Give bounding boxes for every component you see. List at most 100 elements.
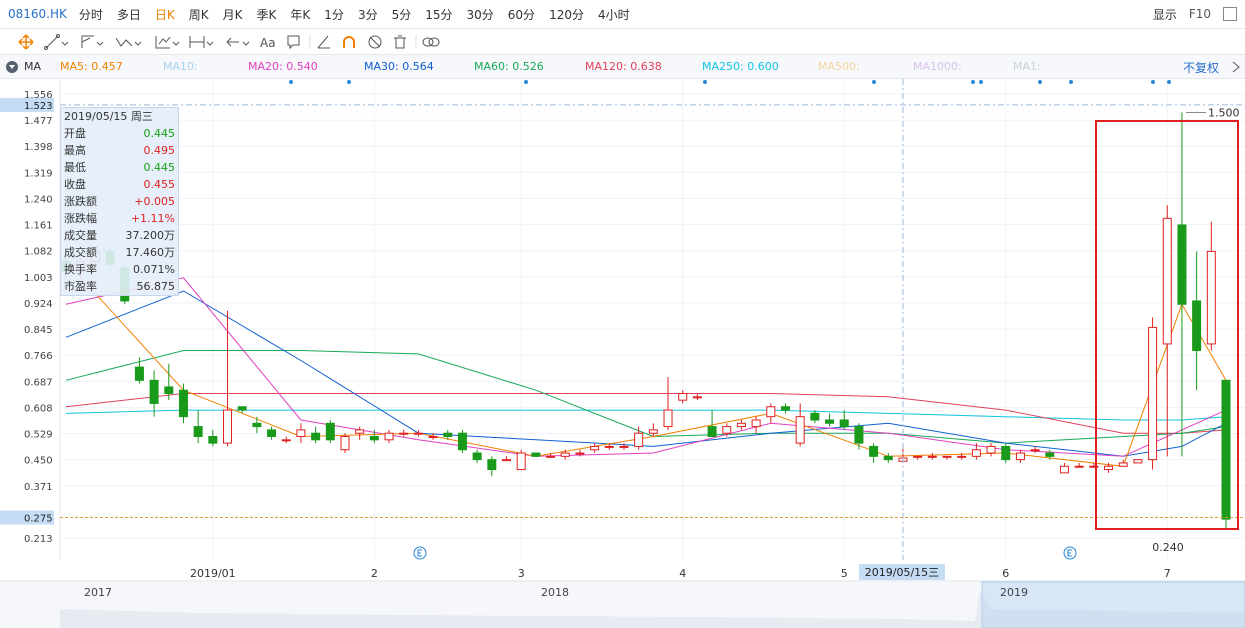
undo-tool[interactable] [226, 37, 250, 47]
period-tab[interactable]: 5分 [391, 7, 412, 22]
event-dot [872, 80, 876, 84]
info-value: 0.445 [143, 127, 176, 140]
candle-body [942, 455, 952, 458]
event-dot [703, 80, 707, 84]
candle-body [986, 445, 996, 454]
magnet-tool[interactable] [343, 36, 355, 48]
candle-body [531, 452, 541, 457]
move-tool[interactable] [18, 34, 34, 50]
ma-legend-item[interactable]: MA250: 0.600 [702, 60, 779, 73]
period-tab[interactable]: 30分 [466, 7, 494, 22]
candle-body [619, 445, 629, 448]
pen-tool[interactable] [317, 35, 330, 49]
symbol[interactable]: 08160.HK [8, 7, 67, 21]
ma-legend-item[interactable]: MA20: 0.540 [248, 60, 318, 73]
period-tab[interactable]: 周K [188, 7, 209, 22]
candle-body [854, 426, 864, 444]
candle-body [780, 406, 790, 411]
candle-body [1162, 217, 1172, 345]
ray-tool[interactable] [81, 35, 104, 48]
info-label: 开盘 [64, 127, 86, 140]
ma-legend-item[interactable]: MA5: 0.457 [60, 60, 123, 73]
candle-body [369, 436, 379, 441]
collapse-icon[interactable] [5, 60, 19, 74]
candle-body [913, 455, 923, 458]
candle-body [164, 386, 174, 395]
candle-body [663, 409, 673, 428]
info-value: 0.445 [143, 161, 176, 174]
info-row: 涨跌幅 +1.11% [61, 210, 178, 227]
period-tab[interactable]: 3分 [357, 7, 378, 22]
indicator-name[interactable]: MA [24, 60, 42, 73]
ma-legend-item[interactable]: MA60: 0.526 [474, 60, 544, 73]
wave-tool[interactable] [115, 37, 142, 47]
ma-legend-item[interactable]: MA10: [163, 60, 198, 73]
info-label: 成交量 [64, 229, 97, 242]
adjust-menu[interactable]: 不复权 [1183, 61, 1220, 75]
expand-icon[interactable] [1230, 60, 1242, 74]
period-tab[interactable]: 多日 [116, 7, 141, 22]
info-row: 最低 0.445 [61, 159, 178, 176]
candle-body [149, 379, 159, 404]
candle-body [516, 452, 526, 471]
y-tick-label: 0.450 [24, 456, 53, 467]
navigator-window [981, 581, 1245, 628]
period-tab[interactable]: 120分 [549, 7, 584, 22]
period-tab[interactable]: 日K [154, 7, 175, 22]
line-tool[interactable] [44, 34, 69, 50]
candle-body [751, 419, 761, 428]
info-date: 2019/05/15 周三 [64, 110, 153, 123]
period-tab[interactable]: 月K [222, 7, 243, 22]
plot-background [60, 79, 1245, 560]
info-label: 最低 [64, 161, 86, 174]
f10-button[interactable]: F10 [1188, 7, 1211, 21]
ma-legend-item[interactable]: MA1: [1013, 60, 1041, 73]
event-dot [1151, 80, 1155, 84]
candle-body [457, 432, 467, 451]
ma-legend-item[interactable]: MA120: 0.638 [585, 60, 662, 73]
fib-tool[interactable] [155, 36, 180, 49]
ma-legend-item[interactable]: MA500: [818, 60, 860, 73]
ma-legend-item[interactable]: MA30: 0.564 [364, 60, 434, 73]
period-tab[interactable]: 季K [256, 7, 277, 22]
event-dot [1038, 80, 1042, 84]
y-tick-label: 1.161 [24, 221, 53, 232]
candle-body [1074, 465, 1084, 468]
info-value: 0.455 [143, 178, 176, 191]
info-label: 收盘 [64, 178, 86, 191]
display-menu[interactable]: 显示 [1152, 7, 1177, 22]
candle-body [560, 452, 570, 457]
period-tab[interactable]: 1分 [324, 7, 344, 22]
delete-tool[interactable] [394, 35, 406, 49]
period-tab[interactable]: 15分 [425, 7, 453, 22]
candle-body [604, 445, 614, 448]
period-tab[interactable]: 年K [290, 7, 311, 22]
measure-tool[interactable] [189, 36, 214, 48]
checkbox[interactable] [1223, 7, 1237, 21]
crosshair-price-label: 1.523 [24, 101, 53, 112]
candle-body [399, 432, 409, 435]
info-label: 涨跌额 [64, 195, 97, 208]
link-tool[interactable] [422, 37, 440, 47]
period-tab[interactable]: 分时 [78, 7, 103, 22]
note-tool[interactable] [287, 35, 300, 50]
candle-body [193, 426, 203, 438]
period-tab[interactable]: 4小时 [597, 7, 630, 22]
event-dot [971, 80, 975, 84]
text-tool[interactable]: Aa [260, 36, 276, 50]
candle-body [927, 455, 937, 458]
candle-body [223, 409, 233, 444]
info-row: 市盈率 56.875 [61, 278, 178, 295]
ma-legend-item[interactable]: MA1000: [913, 60, 962, 73]
candle-body [1089, 465, 1099, 468]
candle-body [957, 455, 967, 458]
x-tick-label: 2019/01 [190, 567, 236, 580]
candle-body [766, 406, 776, 418]
cursor-date-label: 2019/05/15三 [865, 566, 939, 579]
candle-body [1221, 379, 1231, 520]
candle-body [472, 452, 482, 461]
hide-tool[interactable] [368, 35, 382, 49]
period-tab[interactable]: 60分 [507, 7, 536, 22]
candle-body [883, 455, 893, 461]
